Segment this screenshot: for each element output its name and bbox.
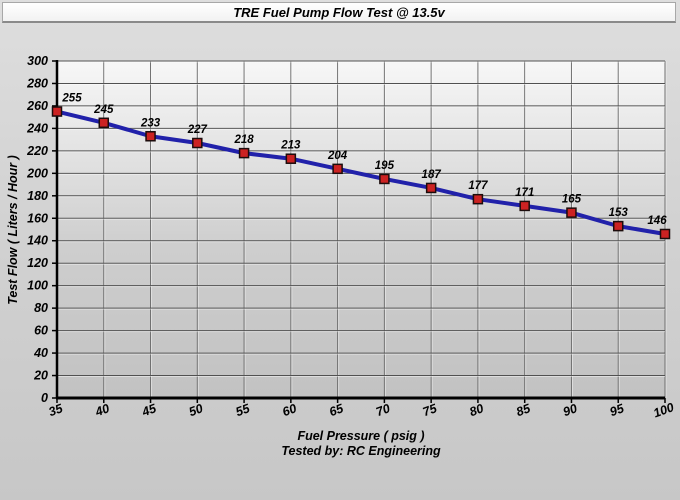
data-point-marker: [51, 106, 63, 117]
x-tick-label: 80: [468, 401, 486, 419]
x-axis-title: Fuel Pressure ( psig ): [297, 429, 425, 443]
data-point-marker: [425, 182, 437, 194]
x-tick-label: 75: [421, 401, 440, 419]
data-point-marker: [566, 207, 577, 218]
x-tick-label: 95: [608, 401, 627, 419]
x-tick-label: 40: [93, 401, 112, 419]
series-line: [55, 109, 667, 236]
data-point-marker: [192, 137, 203, 149]
data-point-label: 218: [233, 134, 254, 146]
data-point-label: 213: [280, 140, 301, 152]
data-point-marker: [238, 147, 250, 159]
x-tick-label: 85: [514, 401, 533, 419]
data-point-label: 245: [93, 104, 114, 116]
data-point-label: 204: [327, 150, 348, 162]
x-tick-label: 50: [187, 401, 205, 419]
data-point-label: 187: [422, 169, 442, 181]
y-tick-label: 140: [27, 234, 48, 248]
chart-title: TRE Fuel Pump Flow Test @ 13.5v: [233, 4, 445, 20]
y-tick-label: 280: [26, 76, 48, 90]
data-point-label: 177: [468, 180, 488, 192]
data-point-label: 165: [562, 194, 582, 206]
y-tick-label: 240: [26, 121, 48, 135]
y-axis-title: Test Flow ( Liters / Hour ): [6, 155, 20, 305]
chart-title-bar: TRE Fuel Pump Flow Test @ 13.5v: [2, 2, 676, 23]
x-tick-label: 60: [281, 401, 299, 419]
y-tick-label: 220: [26, 144, 48, 158]
x-tick-label: 35: [47, 401, 66, 419]
x-tick-label: 55: [234, 401, 253, 419]
x-tick-label: 65: [327, 401, 346, 419]
data-point-label: 153: [609, 207, 629, 219]
data-point-label: 227: [187, 124, 208, 136]
y-tick-label: 60: [34, 324, 48, 338]
data-point-label: 233: [140, 117, 161, 129]
data-point-marker: [98, 117, 110, 129]
data-point-label: 195: [375, 160, 395, 172]
data-point-marker: [379, 173, 390, 185]
data-point-label: 171: [515, 187, 534, 199]
data-point-marker: [332, 163, 343, 175]
y-tick-label: 120: [27, 256, 48, 270]
x-tick-label: 70: [374, 401, 392, 419]
data-point-marker: [145, 131, 156, 142]
x-tick-label: 90: [561, 401, 579, 419]
x-tick-label: 100: [651, 400, 675, 420]
data-point-label: 146: [647, 215, 667, 227]
data-point-marker: [612, 220, 624, 232]
footer-text: Tested by: RC Engineering: [281, 444, 441, 458]
data-point-label: 255: [61, 93, 82, 105]
x-tick-label: 45: [139, 401, 159, 420]
y-tick-label: 180: [27, 189, 48, 203]
y-tick-label: 200: [26, 166, 48, 180]
data-point-marker: [659, 228, 671, 240]
y-tick-label: 80: [34, 301, 48, 315]
y-tick-label: 260: [26, 99, 48, 113]
plot-background: [57, 61, 665, 398]
y-tick-label: 20: [33, 369, 48, 383]
y-tick-label: 40: [33, 346, 48, 360]
y-tick-label: 0: [41, 391, 48, 405]
y-tick-label: 300: [27, 54, 48, 68]
y-tick-label: 100: [27, 279, 48, 293]
data-point-marker: [472, 193, 484, 205]
data-point-marker: [519, 200, 530, 212]
data-point-marker: [285, 153, 297, 164]
y-tick-label: 160: [27, 211, 48, 225]
